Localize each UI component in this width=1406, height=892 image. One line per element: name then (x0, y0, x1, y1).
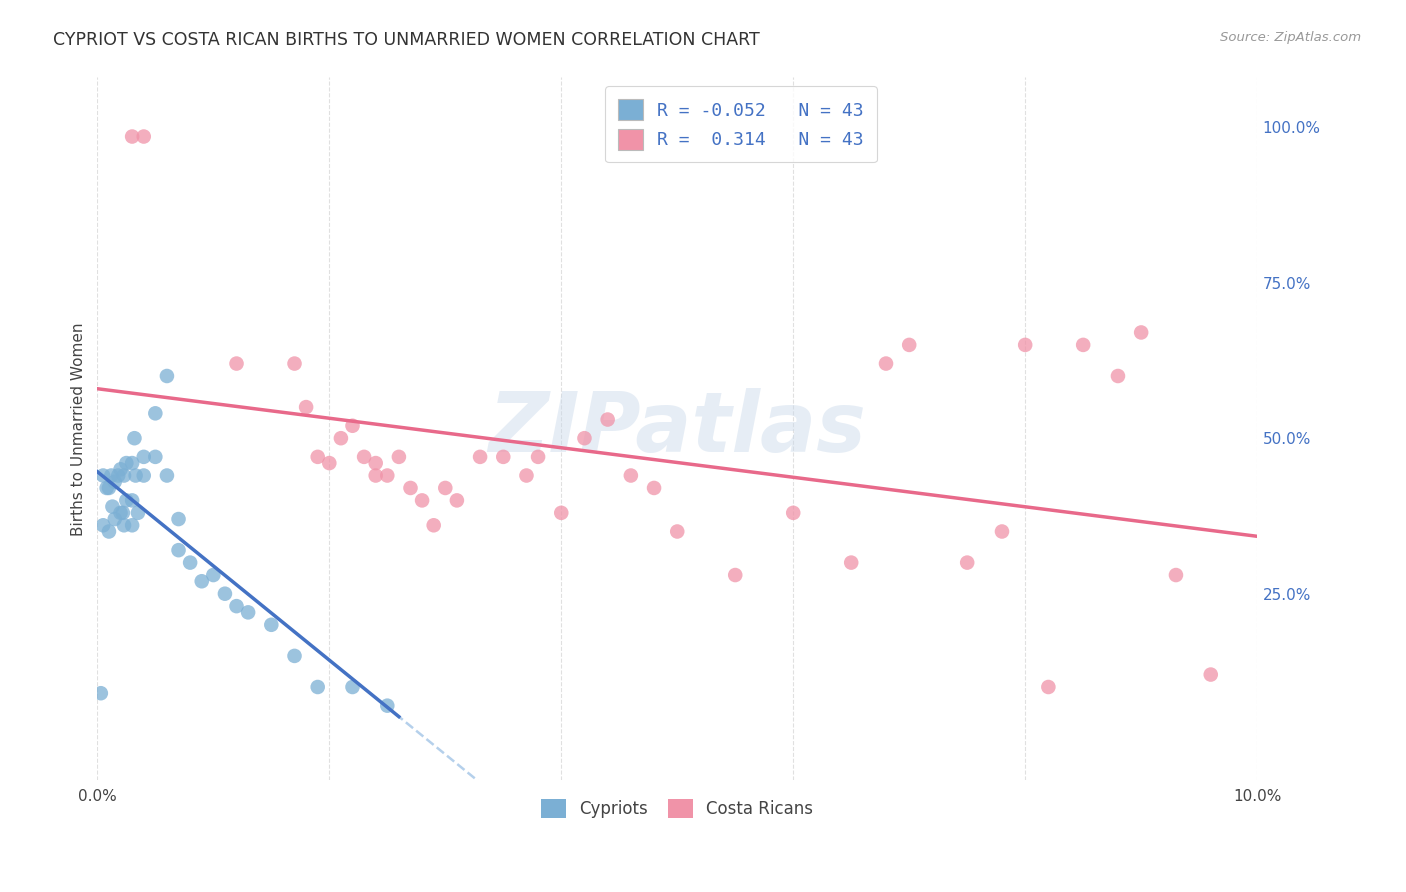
Point (143, 450, 166, 464)
Text: ZIPatlas: ZIPatlas (488, 388, 866, 469)
Point (898, 338, 921, 352)
Point (468, 450, 491, 464)
Point (782, 506, 804, 520)
Point (121, 493, 143, 508)
Point (1071, 338, 1094, 352)
Point (283, 648, 305, 663)
Point (225, 599, 247, 614)
Point (527, 450, 550, 464)
Legend: Cypriots, Costa Ricans: Cypriots, Costa Ricans (534, 793, 820, 825)
Point (307, 680, 329, 694)
Point (167, 512, 190, 526)
Point (574, 431, 596, 445)
Point (446, 493, 468, 508)
Point (110, 506, 132, 520)
Point (364, 468, 387, 483)
Point (115, 456, 138, 470)
Text: CYPRIOT VS COSTA RICAN BIRTHS TO UNMARRIED WOMEN CORRELATION CHART: CYPRIOT VS COSTA RICAN BIRTHS TO UNMARRI… (53, 31, 761, 49)
Point (104, 512, 127, 526)
Text: Source: ZipAtlas.com: Source: ZipAtlas.com (1220, 31, 1361, 45)
Point (318, 456, 340, 470)
Point (90, 686, 112, 700)
Point (124, 431, 146, 445)
Point (167, 543, 190, 558)
Point (1199, 667, 1222, 681)
Point (411, 493, 433, 508)
Point (179, 556, 201, 570)
Point (422, 518, 444, 533)
Point (97, 524, 120, 539)
Point (214, 587, 236, 601)
Point (1107, 369, 1129, 384)
Point (96, 481, 118, 495)
Point (666, 524, 689, 539)
Point (643, 481, 665, 495)
Point (375, 468, 398, 483)
Point (434, 481, 457, 495)
Point (839, 556, 862, 570)
Point (991, 524, 1014, 539)
Point (295, 400, 318, 414)
Point (121, 456, 143, 470)
Point (156, 468, 179, 483)
Point (236, 606, 259, 620)
Point (620, 468, 643, 483)
Point (956, 556, 979, 570)
Point (100, 468, 122, 483)
Point (121, 129, 143, 144)
Point (110, 462, 132, 476)
Point (875, 357, 897, 371)
Point (190, 574, 212, 589)
Point (156, 369, 179, 384)
Point (1130, 326, 1153, 340)
Point (202, 568, 225, 582)
Point (111, 506, 134, 520)
Point (515, 468, 537, 483)
Point (364, 456, 387, 470)
Point (329, 431, 352, 445)
Point (132, 450, 155, 464)
Point (91, 518, 114, 533)
Point (724, 568, 747, 582)
Point (124, 468, 146, 483)
Point (225, 357, 247, 371)
Point (143, 406, 166, 420)
Point (112, 468, 135, 483)
Point (388, 450, 411, 464)
Point (101, 500, 124, 514)
Point (121, 518, 143, 533)
Point (127, 506, 149, 520)
Point (353, 450, 375, 464)
Point (1014, 338, 1036, 352)
Point (132, 129, 155, 144)
Point (104, 475, 127, 489)
Point (307, 450, 329, 464)
Point (550, 506, 572, 520)
Point (342, 680, 364, 694)
Point (132, 468, 155, 483)
Point (260, 617, 283, 632)
Point (375, 698, 398, 713)
Point (283, 357, 305, 371)
Point (97, 481, 120, 495)
Point (399, 481, 422, 495)
Y-axis label: Births to Unmarried Women: Births to Unmarried Women (72, 322, 86, 535)
Point (112, 518, 135, 533)
Point (492, 450, 515, 464)
Point (596, 412, 619, 426)
Point (115, 493, 138, 508)
Point (91, 468, 114, 483)
Point (1038, 680, 1060, 694)
Point (107, 468, 129, 483)
Point (342, 418, 364, 433)
Point (1164, 568, 1187, 582)
